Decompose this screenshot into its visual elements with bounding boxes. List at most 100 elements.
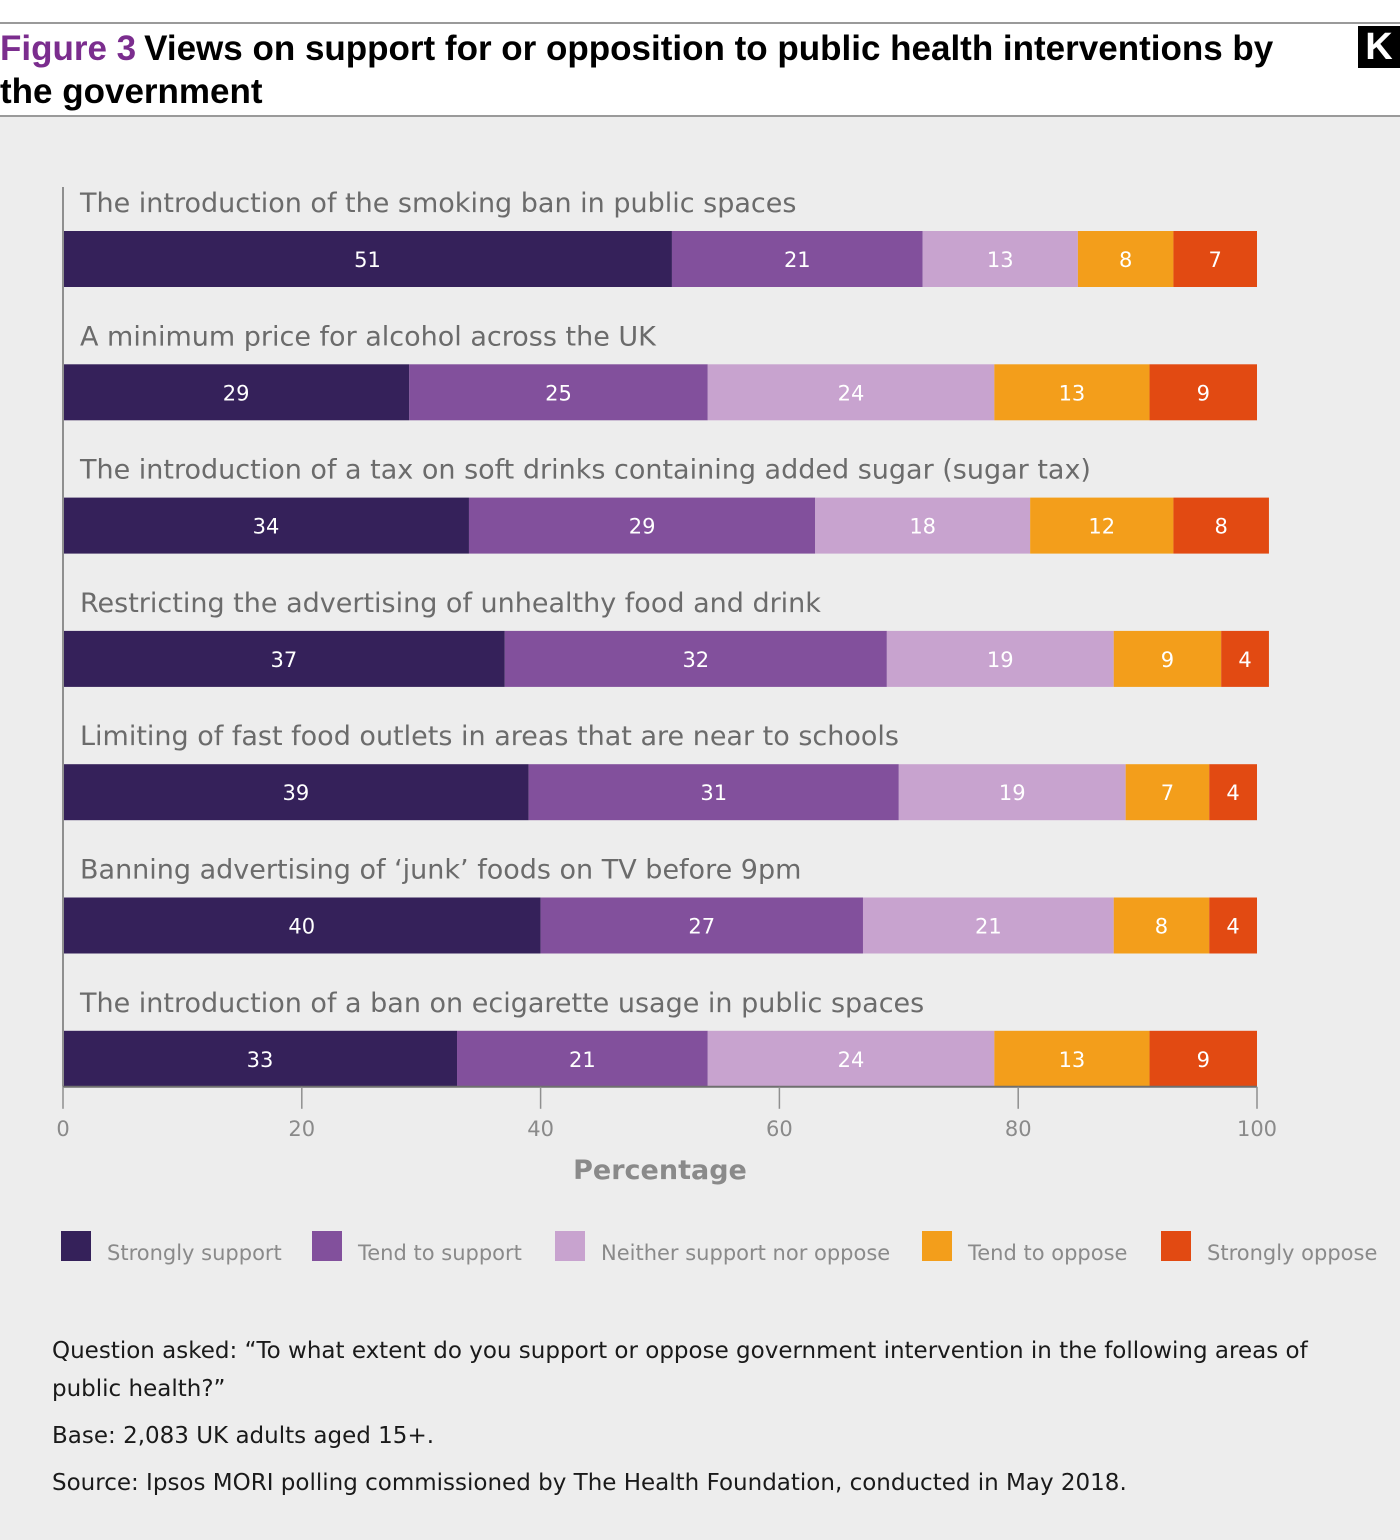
bar-segment-tend-to-support xyxy=(409,364,708,421)
chart-panel xyxy=(0,117,1400,1540)
data-label: 13 xyxy=(1059,381,1086,405)
data-label: 29 xyxy=(629,515,656,539)
bar-segment-strongly-oppose xyxy=(1221,630,1269,687)
legend-label-tend-to-oppose: Tend to oppose xyxy=(967,1241,1127,1265)
legend-swatch-tend-to-oppose xyxy=(922,1231,952,1261)
data-label: 39 xyxy=(282,781,309,805)
data-label: 21 xyxy=(569,1048,596,1072)
data-label: 18 xyxy=(909,515,936,539)
legend-label-strongly-support: Strongly support xyxy=(107,1241,282,1265)
data-label: 25 xyxy=(545,381,572,405)
bar-segment-neither-support-nor-oppose xyxy=(886,630,1114,687)
legend-swatch-neither-support-nor-oppose xyxy=(555,1231,585,1261)
legend-swatch-strongly-support xyxy=(61,1231,91,1261)
base-note: Base: 2,083 UK adults aged 15+. xyxy=(52,1423,435,1449)
data-label: 21 xyxy=(975,915,1002,939)
bar-segment-strongly-support xyxy=(63,764,529,821)
bar-segment-strongly-oppose xyxy=(1173,497,1269,554)
category-label: Restricting the advertising of unhealthy… xyxy=(80,588,821,619)
bar-segment-strongly-support xyxy=(63,1030,458,1087)
bar-segment-tend-to-oppose xyxy=(1030,497,1174,554)
bar-segment-strongly-oppose xyxy=(1209,764,1257,821)
data-label: 27 xyxy=(688,915,715,939)
category-label: Limiting of fast food outlets in areas t… xyxy=(80,721,899,752)
category-label: Banning advertising of ‘junk’ foods on T… xyxy=(80,855,801,886)
bar-segment-neither-support-nor-oppose xyxy=(707,364,995,421)
stacked-bar-chart: The introduction of the smoking ban in p… xyxy=(56,187,1377,1265)
data-label: 12 xyxy=(1088,515,1115,539)
bar-segment-neither-support-nor-oppose xyxy=(898,764,1126,821)
bar-segment-tend-to-oppose xyxy=(994,364,1150,421)
data-label: 8 xyxy=(1119,248,1132,272)
legend-label-neither-support-nor-oppose: Neither support nor oppose xyxy=(601,1241,890,1265)
data-label: 13 xyxy=(987,248,1014,272)
x-tick-label: 40 xyxy=(527,1117,554,1141)
bar-segment-neither-support-nor-oppose xyxy=(707,1030,995,1087)
figure-label: Figure 3 xyxy=(0,29,137,68)
bar-segment-tend-to-oppose xyxy=(1113,897,1210,954)
bar-segment-tend-to-oppose xyxy=(1125,764,1210,821)
x-axis-title: Percentage xyxy=(573,1155,747,1186)
data-label: 40 xyxy=(288,915,315,939)
bar-segment-strongly-oppose xyxy=(1149,364,1257,421)
data-label: 9 xyxy=(1197,1048,1210,1072)
bar-segment-neither-support-nor-oppose xyxy=(815,497,1031,554)
data-label: 7 xyxy=(1161,781,1174,805)
bar-segment-tend-to-oppose xyxy=(1077,231,1174,287)
data-label: 4 xyxy=(1238,648,1251,672)
data-label: 4 xyxy=(1226,915,1239,939)
category-label: The introduction of a ban on ecigarette … xyxy=(79,988,924,1019)
data-label: 34 xyxy=(253,515,280,539)
category-label: The introduction of a tax on soft drinks… xyxy=(79,455,1091,486)
top-rule xyxy=(0,22,1400,24)
bar-segment-tend-to-support xyxy=(671,231,923,287)
bar-segment-tend-to-oppose xyxy=(994,1030,1150,1087)
bar-segment-tend-to-support xyxy=(504,630,887,687)
bar-segment-tend-to-support xyxy=(468,497,816,554)
chart-notes: Question asked: “To what extent do you s… xyxy=(52,1332,1352,1511)
kings-fund-logo: K xyxy=(1358,26,1400,68)
bar-segment-strongly-oppose xyxy=(1173,231,1257,287)
title-rule xyxy=(0,115,1400,117)
data-label: 37 xyxy=(271,648,298,672)
legend-label-strongly-oppose: Strongly oppose xyxy=(1207,1241,1377,1265)
source-note: Source: Ipsos MORI polling commissioned … xyxy=(52,1470,1127,1496)
bar-segment-strongly-oppose xyxy=(1209,897,1257,954)
data-label: 21 xyxy=(784,248,811,272)
x-tick-label: 80 xyxy=(1005,1117,1032,1141)
bar-segment-tend-to-support xyxy=(528,764,899,821)
bar-segment-tend-to-support xyxy=(457,1030,708,1087)
legend-label-tend-to-support: Tend to support xyxy=(357,1241,522,1265)
data-label: 9 xyxy=(1161,648,1174,672)
bar-segment-tend-to-oppose xyxy=(1113,630,1222,687)
legend-swatch-strongly-oppose xyxy=(1161,1231,1191,1261)
bar-segment-strongly-support xyxy=(63,630,505,687)
data-label: 24 xyxy=(838,381,865,405)
data-label: 19 xyxy=(987,648,1014,672)
data-label: 7 xyxy=(1209,248,1222,272)
data-label: 8 xyxy=(1214,515,1227,539)
data-label: 32 xyxy=(682,648,709,672)
category-label: The introduction of the smoking ban in p… xyxy=(79,188,796,219)
x-tick-label: 0 xyxy=(56,1117,69,1141)
data-label: 33 xyxy=(247,1048,274,1072)
bar-segment-strongly-oppose xyxy=(1149,1030,1257,1087)
data-label: 31 xyxy=(700,781,727,805)
bar-segment-neither-support-nor-oppose xyxy=(862,897,1114,954)
bar-segment-strongly-support xyxy=(63,231,672,287)
bar-segment-strongly-support xyxy=(63,364,410,421)
bar-segment-strongly-support xyxy=(63,497,469,554)
x-tick-label: 100 xyxy=(1237,1117,1277,1141)
data-label: 8 xyxy=(1155,915,1168,939)
data-label: 51 xyxy=(354,248,381,272)
category-label: A minimum price for alcohol across the U… xyxy=(80,321,657,352)
x-tick-label: 60 xyxy=(766,1117,793,1141)
data-label: 19 xyxy=(999,781,1026,805)
legend-swatch-tend-to-support xyxy=(312,1231,342,1261)
data-label: 9 xyxy=(1197,381,1210,405)
bar-segment-tend-to-support xyxy=(540,897,863,954)
data-label: 29 xyxy=(223,381,250,405)
title-text: Views on support for or opposition to pu… xyxy=(0,29,1274,111)
x-tick-label: 20 xyxy=(288,1117,315,1141)
figure-title: Figure 3 Views on support for or oppositi… xyxy=(0,27,1320,113)
